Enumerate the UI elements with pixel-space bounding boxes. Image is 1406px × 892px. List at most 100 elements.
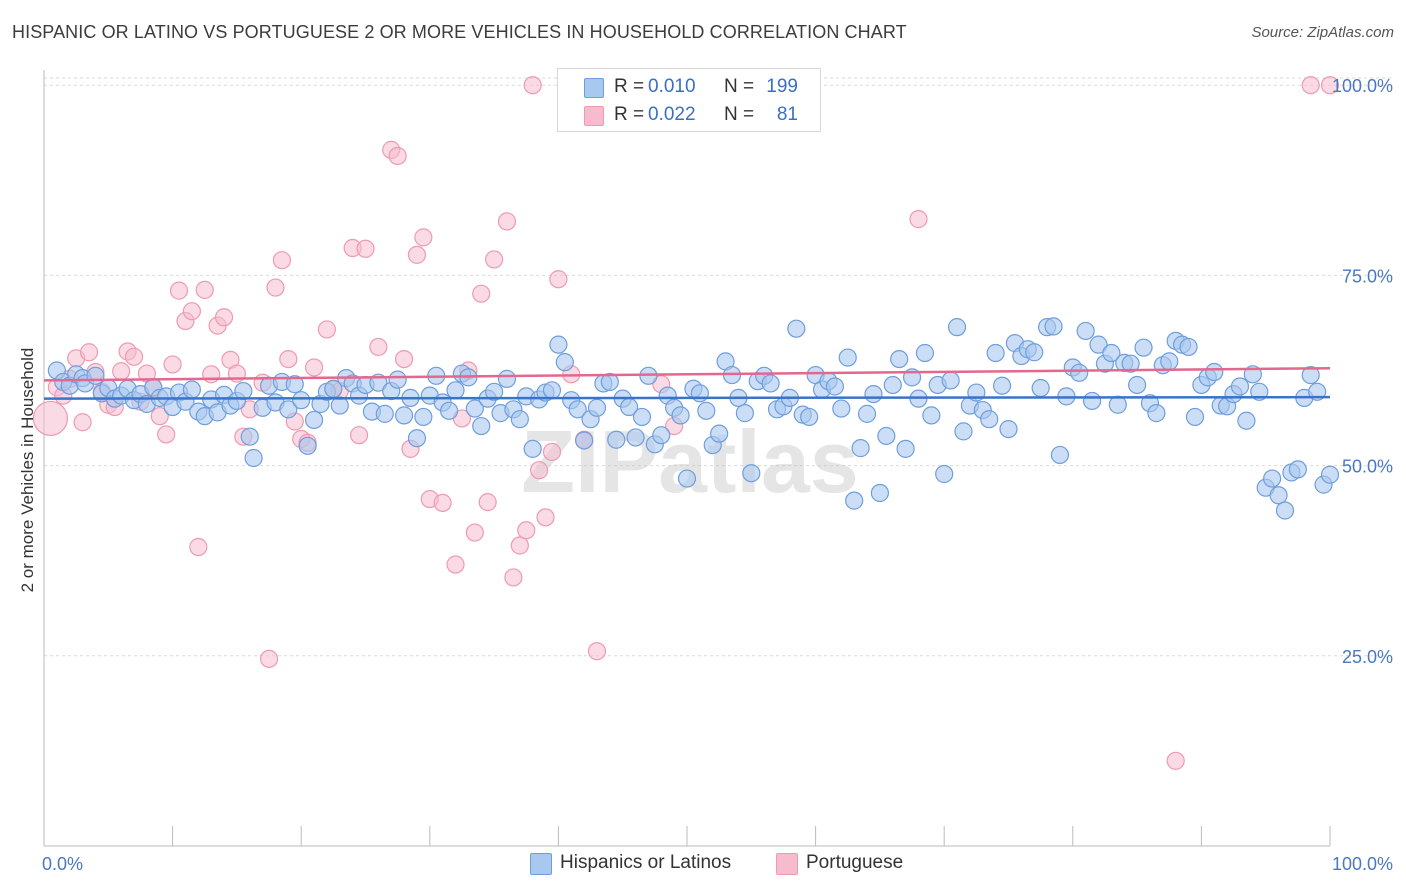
portuguese-point (465, 523, 484, 542)
portuguese-point (1301, 76, 1320, 95)
hispanic-point (832, 399, 851, 418)
portuguese-point (587, 642, 607, 661)
hispanic-point (510, 410, 529, 429)
portuguese-point (407, 245, 427, 264)
portuguese-point (536, 508, 555, 527)
hispanic-point (244, 448, 263, 468)
hispanic-point (1102, 343, 1121, 363)
hispanic-point (285, 375, 304, 394)
y-tick-label: 75.0% (1342, 266, 1393, 286)
legend-swatch-blue (584, 78, 604, 98)
portuguese-point (549, 270, 568, 289)
hispanic-point (292, 391, 311, 410)
hispanic-point (845, 491, 864, 510)
hispanic-point (986, 343, 1005, 363)
portuguese-point (169, 281, 189, 300)
portuguese-point (542, 442, 562, 462)
hispanic-point (1160, 352, 1179, 371)
y-tick-label: 25.0% (1342, 647, 1393, 667)
correlation-legend: R = 0.010 N = 199 R = 0.022 N = 81 (557, 68, 821, 132)
hispanic-point (1320, 465, 1340, 484)
hispanic-point (890, 349, 909, 369)
portuguese-point (1166, 751, 1185, 770)
hispanic-point (787, 319, 806, 338)
hispanic-point (182, 380, 201, 399)
hispanic-point (568, 400, 587, 419)
hispanic-point (279, 400, 298, 419)
hispanic-point (523, 439, 542, 458)
chart-title: HISPANIC OR LATINO VS PORTUGUESE 2 OR MO… (12, 22, 907, 42)
hispanic-point (999, 419, 1018, 439)
legend-label: Hispanics or Latinos (560, 852, 732, 873)
hispanic-point (446, 381, 465, 400)
portuguese-point (414, 228, 433, 247)
portuguese-point (446, 555, 465, 574)
portuguese-point (909, 210, 928, 229)
portuguese-point (517, 521, 536, 540)
hispanic-point (304, 410, 324, 430)
y-axis-label: 2 or more Vehicles in Household (18, 348, 37, 593)
hispanic-point (922, 406, 941, 425)
hispanic-point (883, 375, 902, 395)
hispanic-point (1050, 445, 1070, 465)
portuguese-point (504, 568, 523, 587)
hispanic-point (1275, 501, 1295, 520)
hispanic-point (587, 398, 607, 417)
hispanic-point (896, 439, 915, 458)
portuguese-point (369, 337, 388, 357)
legend-r-label: R = (614, 76, 645, 97)
hispanic-point (735, 404, 754, 423)
portuguese-point (523, 76, 542, 95)
hispanic-point (497, 369, 517, 388)
hispanic-point (375, 404, 394, 423)
hispanic-point (1108, 395, 1127, 414)
hispanic-point (1025, 343, 1044, 362)
hispanic-point (1121, 354, 1140, 373)
portuguese-point (356, 239, 375, 258)
trend-lines (43, 366, 1331, 400)
portuguese-point (32, 400, 69, 437)
legend-label: Portuguese (806, 852, 904, 873)
hispanic-point (941, 371, 960, 390)
hispanic-point (1070, 363, 1089, 382)
x-tick-label-end: 100.0% (1332, 854, 1393, 874)
hispanic-point (1082, 391, 1102, 411)
watermark: ZIPatlas (521, 412, 858, 511)
hispanic-point (1301, 365, 1320, 385)
grid-layer (44, 77, 1392, 657)
portuguese-point (182, 302, 201, 321)
legend-n-label: N = (724, 104, 755, 125)
hispanic-point (915, 343, 935, 363)
hispanic-point (1263, 469, 1282, 488)
legend-r-value: 0.022 (648, 104, 696, 125)
hispanic-point (1269, 486, 1288, 505)
portuguese-trend-line (43, 366, 1331, 382)
portuguese-point (317, 320, 337, 339)
hispanic-point (555, 353, 574, 372)
portuguese-point (259, 649, 279, 668)
portuguese-point (530, 461, 549, 480)
hispanic-point (1089, 335, 1108, 354)
legend-r-value: 0.010 (648, 76, 696, 97)
legend-swatch-blue (530, 853, 552, 875)
hispanic-point (761, 374, 780, 393)
hispanic-point (1230, 377, 1250, 396)
hispanic-point (465, 399, 484, 418)
legend-swatch-pink (776, 853, 798, 875)
portuguese-point (472, 284, 491, 303)
portuguese-point (150, 407, 169, 426)
portuguese-point (510, 536, 529, 555)
hispanic-point (677, 469, 697, 488)
y-tick-label: 50.0% (1342, 457, 1393, 477)
portuguese-point (1320, 76, 1340, 95)
portuguese-point (304, 358, 324, 377)
hispanic-point (388, 370, 407, 389)
portuguese-point (195, 280, 214, 299)
hispanic-point (1147, 404, 1166, 423)
hispanic-point (800, 407, 819, 427)
portuguese-point (478, 493, 497, 512)
hispanic-point (1185, 407, 1205, 427)
hispanic-point (980, 410, 999, 429)
hispanic-point (1134, 338, 1153, 357)
